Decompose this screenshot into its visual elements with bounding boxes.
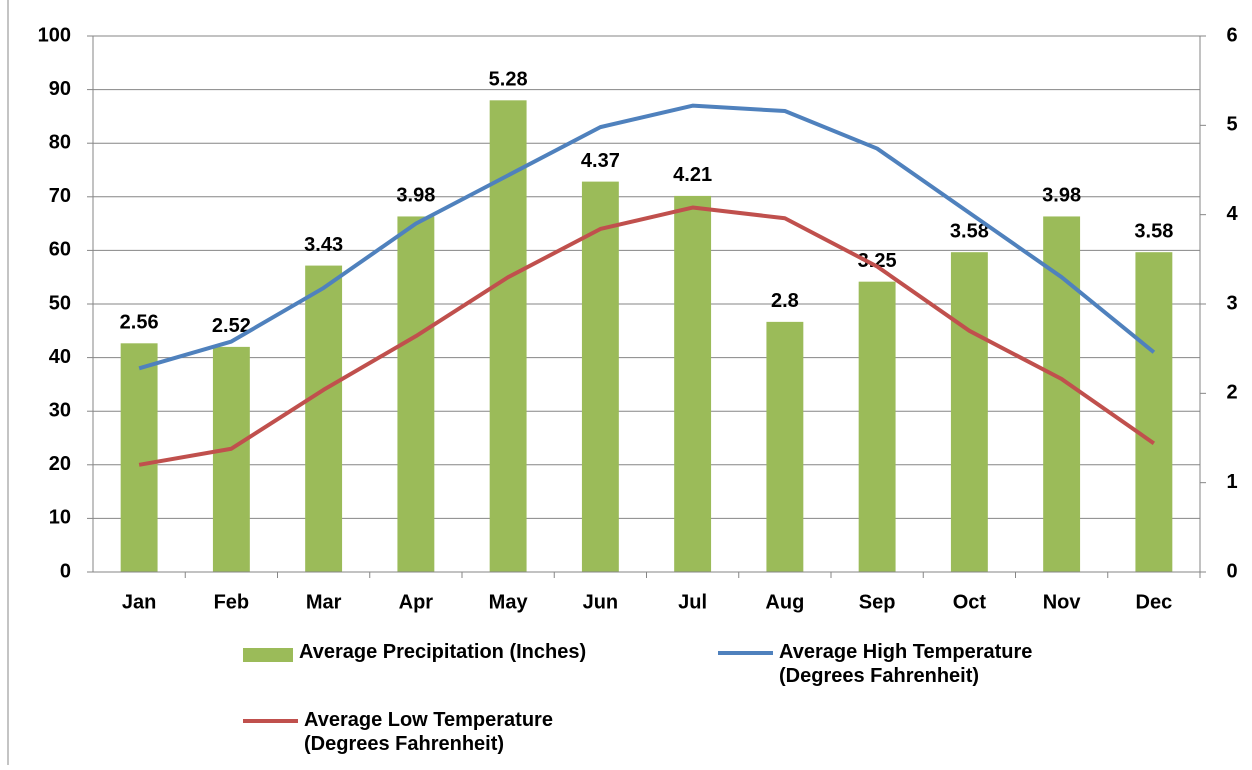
x-tick-label: May — [489, 591, 529, 613]
x-tick-label: Sep — [859, 591, 896, 613]
y2-tick-label: 5 — [1226, 114, 1237, 136]
legend-entry: Average Low Temperature (Degrees Fahrenh… — [243, 708, 604, 756]
data-label: 4.37 — [581, 150, 620, 172]
legend-label: Average Low Temperature (Degrees Fahrenh… — [304, 709, 553, 755]
bar — [950, 252, 988, 573]
bar — [397, 216, 435, 572]
legend-swatch — [718, 651, 773, 655]
bar — [766, 321, 804, 572]
y2-tick-label: 6 — [1226, 24, 1237, 46]
bar — [489, 100, 527, 572]
data-label: 3.43 — [304, 234, 343, 256]
data-label: 3.98 — [396, 185, 435, 207]
y-tick-label: 90 — [49, 78, 71, 100]
bar — [1135, 252, 1173, 573]
y2-tick-label: 4 — [1226, 203, 1238, 225]
y2-tick-label: 2 — [1226, 382, 1237, 404]
legend-swatch — [243, 719, 298, 723]
data-label: 3.25 — [858, 250, 897, 272]
data-label: 3.58 — [950, 220, 989, 242]
legend-entry: Average High Temperature (Degrees Fahren… — [718, 640, 1079, 688]
bar — [120, 343, 158, 572]
legend-swatch — [243, 648, 293, 662]
x-tick-label: Mar — [306, 591, 342, 613]
data-label: 4.21 — [673, 164, 712, 186]
y2-tick-label: 3 — [1226, 292, 1237, 314]
y-tick-label: 50 — [49, 292, 71, 314]
legend-label: Average Precipitation (Inches) — [299, 641, 587, 663]
line — [138, 103, 1156, 371]
data-label: 2.56 — [120, 312, 159, 334]
legend-label: Average High Temperature (Degrees Fahren… — [779, 641, 1033, 687]
data-label: 5.28 — [489, 69, 528, 91]
y-tick-label: 0 — [60, 560, 71, 582]
data-label: 2.52 — [212, 315, 251, 337]
y-tick-label: 30 — [49, 399, 71, 421]
x-tick-label: Feb — [214, 591, 250, 613]
bar — [305, 265, 343, 572]
x-tick-label: Apr — [399, 591, 434, 613]
y-tick-label: 20 — [49, 453, 71, 475]
legend-entry: Average Precipitation (Inches) — [243, 640, 599, 664]
y2-tick-label: 1 — [1226, 471, 1237, 493]
y-tick-label: 60 — [49, 239, 71, 261]
x-tick-label: Jun — [583, 591, 619, 613]
bar — [581, 181, 619, 572]
x-tick-label: Dec — [1136, 591, 1173, 613]
x-tick-label: Jan — [122, 591, 156, 613]
x-tick-label: Oct — [953, 591, 987, 613]
line — [138, 205, 1156, 467]
x-tick-label: Nov — [1043, 591, 1082, 613]
data-label: 3.58 — [1134, 220, 1173, 242]
x-tick-label: Jul — [678, 591, 707, 613]
y-tick-label: 100 — [38, 24, 71, 46]
bar — [212, 346, 250, 572]
data-label: 3.98 — [1042, 185, 1081, 207]
y-tick-label: 40 — [49, 346, 71, 368]
bar — [674, 195, 712, 572]
bar — [858, 281, 896, 572]
x-tick-label: Aug — [765, 591, 804, 613]
y-tick-label: 70 — [49, 185, 71, 207]
data-label: 2.8 — [771, 290, 799, 312]
y-tick-label: 80 — [49, 131, 71, 153]
y2-tick-label: 0 — [1226, 560, 1237, 582]
y-tick-label: 10 — [49, 507, 71, 529]
